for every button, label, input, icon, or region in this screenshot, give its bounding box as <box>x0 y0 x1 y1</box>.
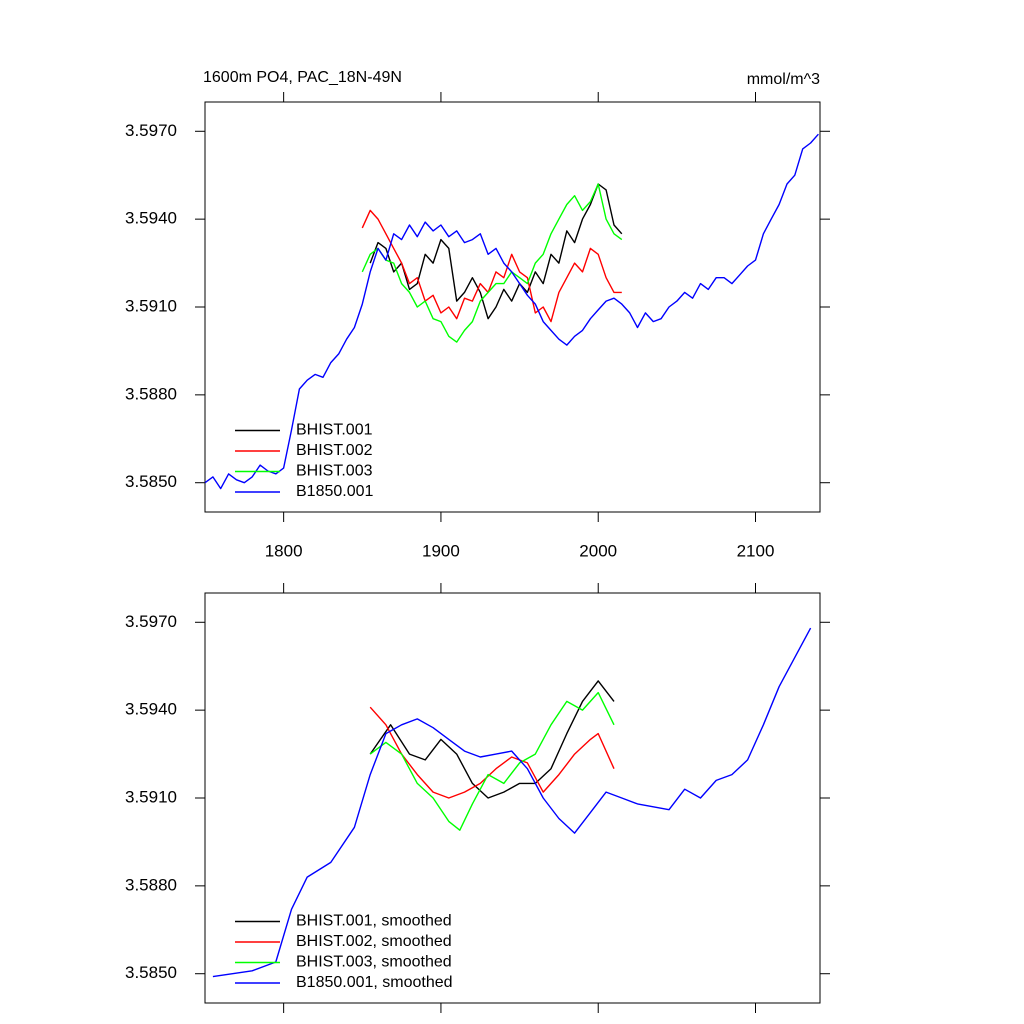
series-line <box>361 209 622 323</box>
x-tick-label: 2100 <box>737 541 775 560</box>
y-tick-label: 3.5880 <box>125 875 177 894</box>
x-tick-label: 1900 <box>422 541 460 560</box>
legend-label: BHIST.002, smoothed <box>296 933 452 950</box>
y-tick-label: 3.5850 <box>125 963 177 982</box>
legend-label: BHIST.003, smoothed <box>296 954 452 971</box>
x-tick-label: 1800 <box>265 541 303 560</box>
legend-label: B1850.001, smoothed <box>296 974 453 991</box>
y-tick-label: 3.5940 <box>125 209 177 228</box>
series-line <box>369 691 615 831</box>
series-line <box>361 183 623 343</box>
chart-title: 1600m PO4, PAC_18N-49N <box>203 69 402 86</box>
y-tick-label: 3.5910 <box>125 296 177 315</box>
legend-label: BHIST.003 <box>296 463 373 480</box>
series-line <box>212 627 812 978</box>
y-tick-label: 3.5940 <box>125 700 177 719</box>
y-tick-label: 3.5880 <box>125 384 177 403</box>
y-tick-label: 3.5970 <box>125 612 177 631</box>
series-line <box>369 183 623 320</box>
series-line <box>204 133 819 490</box>
units-label: mmol/m^3 <box>747 71 820 88</box>
y-tick-label: 3.5970 <box>125 121 177 140</box>
legend-label: BHIST.001, smoothed <box>296 913 452 930</box>
y-tick-label: 3.5910 <box>125 787 177 806</box>
legend-label: BHIST.001 <box>296 422 373 439</box>
series-line <box>369 680 615 799</box>
legend-label: BHIST.002 <box>296 442 373 459</box>
y-tick-label: 3.5850 <box>125 472 177 491</box>
x-tick-label: 2000 <box>579 541 617 560</box>
legend-label: B1850.001 <box>296 483 374 500</box>
series-line <box>369 706 615 799</box>
